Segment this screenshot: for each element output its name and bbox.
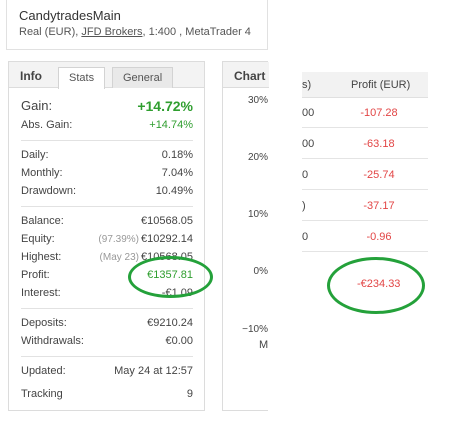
y-tick-label: 20% bbox=[247, 152, 268, 163]
info-panel-header: Info Stats General bbox=[9, 62, 204, 89]
equity-percent: (97.39%) bbox=[98, 234, 139, 245]
y-tick-label: −10% bbox=[242, 324, 268, 335]
highest-date: (May 23) bbox=[99, 252, 139, 263]
daily-value: 0.18% bbox=[161, 149, 193, 161]
interest-label: Interest: bbox=[21, 287, 61, 299]
daily-label: Daily: bbox=[21, 149, 49, 161]
gain-value: +14.72% bbox=[137, 98, 193, 114]
tab-general[interactable]: General bbox=[112, 67, 174, 88]
abs-gain-value: +14.74% bbox=[149, 119, 193, 131]
abs-gain-label: Abs. Gain: bbox=[21, 119, 73, 131]
drawdown-value: 10.49% bbox=[155, 185, 193, 197]
table-cell: 00 bbox=[302, 138, 315, 150]
table-cell: 0 bbox=[302, 169, 309, 181]
profit-table-header: s) Profit (EUR) bbox=[302, 72, 428, 98]
table-row: 0 -0.96 bbox=[302, 222, 428, 252]
tracking-row: Tracking 9 bbox=[21, 388, 193, 404]
gain-row: Gain: +14.72% bbox=[21, 98, 193, 114]
profit-cell: -0.96 bbox=[366, 231, 392, 243]
divider bbox=[21, 206, 193, 207]
broker-link[interactable]: JFD Brokers bbox=[81, 26, 143, 38]
table-cell: 00 bbox=[302, 107, 315, 119]
x-axis-label: M bbox=[259, 339, 269, 351]
account-subtitle: Real (EUR), JFD Brokers, 1:400 , MetaTra… bbox=[19, 26, 251, 38]
table-row: ) -37.17 bbox=[302, 191, 428, 221]
account-name: CandytradesMain bbox=[19, 8, 121, 23]
chart-panel: Chart 30% 20% 10% 0% −10% M bbox=[222, 61, 269, 411]
column-header[interactable]: s) bbox=[302, 79, 312, 91]
daily-row: Daily: 0.18% bbox=[21, 149, 193, 165]
account-details: , 1:400 , MetaTrader 4 bbox=[142, 26, 251, 38]
chart-panel-header: Chart bbox=[223, 62, 269, 88]
abs-gain-row: Abs. Gain: +14.74% bbox=[21, 119, 193, 135]
gain-label: Gain: bbox=[21, 98, 53, 113]
tab-stats[interactable]: Stats bbox=[58, 67, 106, 89]
profit-cell: -25.74 bbox=[363, 169, 395, 181]
divider bbox=[21, 140, 193, 141]
column-header-profit[interactable]: Profit (EUR) bbox=[351, 79, 411, 91]
info-panel-title: Info bbox=[20, 69, 42, 83]
profit-cell: -37.17 bbox=[363, 200, 395, 212]
annotation-circle-profit bbox=[128, 256, 213, 298]
equity-row: Equity: (97.39%) €10292.14 bbox=[21, 233, 193, 249]
profit-cell: -107.28 bbox=[360, 107, 398, 119]
profit-label: Profit: bbox=[21, 269, 50, 281]
equity-value-group: (97.39%) €10292.14 bbox=[98, 233, 193, 245]
divider bbox=[21, 356, 193, 357]
divider bbox=[21, 308, 193, 309]
updated-value: May 24 at 12:57 bbox=[114, 365, 193, 377]
drawdown-label: Drawdown: bbox=[21, 185, 77, 197]
monthly-label: Monthly: bbox=[21, 167, 63, 179]
monthly-row: Monthly: 7.04% bbox=[21, 167, 193, 183]
chart-panel-title[interactable]: Chart bbox=[234, 69, 266, 83]
table-row: 0 -25.74 bbox=[302, 160, 428, 190]
equity-label: Equity: bbox=[21, 233, 55, 245]
deposits-label: Deposits: bbox=[21, 317, 67, 329]
balance-label: Balance: bbox=[21, 215, 64, 227]
updated-row: Updated: May 24 at 12:57 bbox=[21, 365, 193, 381]
withdrawals-value: €0.00 bbox=[165, 335, 193, 347]
account-type: Real (EUR), bbox=[19, 26, 79, 38]
drawdown-row: Drawdown: 10.49% bbox=[21, 185, 193, 201]
table-row: 00 -107.28 bbox=[302, 98, 428, 128]
balance-row: Balance: €10568.05 bbox=[21, 215, 193, 231]
profit-cell: -63.18 bbox=[363, 138, 395, 150]
y-tick-label: 10% bbox=[247, 209, 268, 220]
balance-value: €10568.05 bbox=[141, 215, 193, 227]
deposits-value: €9210.24 bbox=[147, 317, 193, 329]
updated-label: Updated: bbox=[21, 365, 66, 377]
annotation-circle-total bbox=[327, 257, 425, 314]
table-cell: ) bbox=[302, 200, 306, 212]
table-row: 00 -63.18 bbox=[302, 129, 428, 159]
monthly-value: 7.04% bbox=[161, 167, 193, 179]
highest-label: Highest: bbox=[21, 251, 62, 263]
tracking-value: 9 bbox=[186, 388, 193, 400]
account-header: CandytradesMain Real (EUR), JFD Brokers,… bbox=[6, 0, 268, 50]
withdrawals-label: Withdrawals: bbox=[21, 335, 84, 347]
info-panel: Info Stats General Gain: +14.72% Abs. Ga… bbox=[8, 61, 205, 411]
equity-value: €10292.14 bbox=[141, 233, 193, 245]
y-tick-label: 30% bbox=[247, 95, 268, 106]
deposits-row: Deposits: €9210.24 bbox=[21, 317, 193, 333]
withdrawals-row: Withdrawals: €0.00 bbox=[21, 335, 193, 351]
tracking-label: Tracking bbox=[21, 388, 63, 400]
table-cell: 0 bbox=[302, 231, 309, 243]
y-tick-label: 0% bbox=[253, 266, 268, 277]
